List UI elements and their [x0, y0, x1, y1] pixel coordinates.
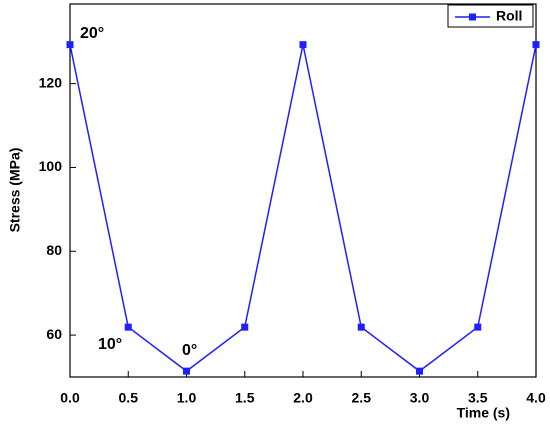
point-marker	[124, 323, 132, 331]
legend-label: Roll	[496, 8, 522, 24]
y-tick-label: 60	[46, 326, 62, 342]
x-tick-label: 0.5	[119, 390, 139, 406]
annotation: 10°	[98, 336, 122, 353]
point-marker	[66, 41, 74, 49]
point-marker	[416, 367, 423, 375]
y-tick-label: 100	[39, 158, 63, 174]
point-marker	[474, 323, 482, 331]
point-marker	[532, 41, 540, 49]
y-tick-label: 120	[39, 74, 63, 90]
y-tick-label: 80	[46, 242, 62, 258]
x-tick-label: 1.0	[177, 390, 197, 406]
x-tick-label: 3.0	[410, 390, 430, 406]
y-axis-label: Stress (MPa)	[7, 148, 23, 233]
plot-frame	[69, 3, 537, 378]
x-tick-label: 2.5	[352, 390, 372, 406]
annotation: 0°	[182, 342, 197, 359]
x-tick-label: 4.0	[526, 390, 546, 406]
point-marker	[357, 323, 365, 331]
x-tick-label: 3.5	[468, 390, 488, 406]
point-marker	[241, 323, 249, 331]
legend-box	[447, 4, 534, 28]
x-tick-label: 1.5	[235, 390, 255, 406]
point-marker	[299, 41, 307, 49]
x-tick-label: 0.0	[60, 390, 80, 406]
series-line	[69, 44, 537, 373]
legend-marker	[469, 13, 476, 21]
annotation: 20°	[80, 25, 104, 42]
x-axis-label: Time (s)	[457, 405, 510, 421]
x-tick-label: 2.0	[293, 390, 313, 406]
point-marker	[183, 367, 190, 375]
